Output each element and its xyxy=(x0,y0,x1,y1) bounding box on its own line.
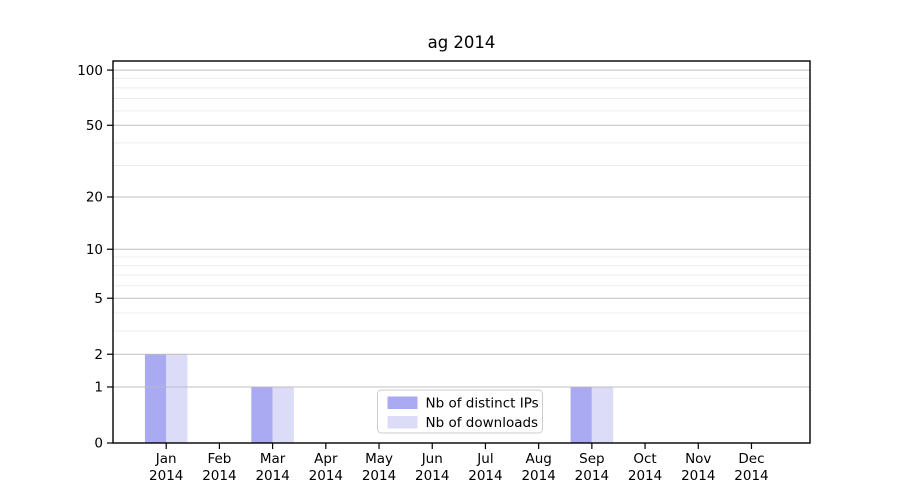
bar-nb-of-downloads xyxy=(591,386,614,443)
legend xyxy=(377,389,543,434)
y-axis-tick-label: 0 xyxy=(94,436,103,452)
bar-nb-of-distinct-ips xyxy=(144,354,167,443)
x-axis-tick-label-year: 2014 xyxy=(628,468,662,484)
x-axis-tick-label-year: 2014 xyxy=(149,468,183,484)
x-axis-tick-label-year: 2014 xyxy=(362,468,396,484)
x-axis-tick-label-year: 2014 xyxy=(309,468,343,484)
plot-border xyxy=(112,60,811,444)
x-axis-tick-label-month: May xyxy=(365,451,393,467)
legend-label: Nb of downloads xyxy=(426,415,539,431)
x-axis-tick-label-month: Nov xyxy=(685,451,711,467)
x-axis-tick-label-year: 2014 xyxy=(575,468,609,484)
x-axis-tick-label-month: Jun xyxy=(421,451,443,467)
x-axis-tick-label-month: Sep xyxy=(579,451,604,467)
legend-swatch xyxy=(387,396,418,409)
legend-label: Nb of distinct IPs xyxy=(426,396,539,412)
x-axis-tick-label-year: 2014 xyxy=(734,468,768,484)
x-axis-tick-label-year: 2014 xyxy=(521,468,555,484)
bar-nb-of-distinct-ips xyxy=(251,386,273,443)
y-axis-tick-label: 100 xyxy=(77,63,103,79)
x-axis-tick-label-month: Jan xyxy=(155,451,177,467)
x-axis-tick-label-month: Dec xyxy=(738,451,764,467)
bar-nb-of-downloads xyxy=(166,354,188,443)
y-axis-tick-label: 2 xyxy=(94,347,103,363)
x-axis-tick-label-year: 2014 xyxy=(415,468,449,484)
x-axis-tick-label-month: Aug xyxy=(525,451,551,467)
x-axis-tick-label-year: 2014 xyxy=(468,468,502,484)
x-axis-tick-label-month: Apr xyxy=(314,451,338,467)
y-axis-tick-label: 5 xyxy=(94,291,103,307)
y-axis-tick-label: 10 xyxy=(86,242,103,258)
x-axis-tick-label-month: Jul xyxy=(476,451,493,467)
y-axis-tick-label: 1 xyxy=(94,380,103,396)
y-axis-tick-label: 50 xyxy=(86,118,103,134)
y-axis-tick-label: 20 xyxy=(86,190,103,206)
x-axis-tick-label-year: 2014 xyxy=(202,468,236,484)
bar-nb-of-downloads xyxy=(272,386,294,443)
x-axis-tick-label-month: Oct xyxy=(633,451,656,467)
x-axis-tick-label-month: Mar xyxy=(260,451,286,467)
x-axis-tick-label-year: 2014 xyxy=(681,468,715,484)
x-axis-tick-label-month: Feb xyxy=(207,451,231,467)
legend-swatch xyxy=(387,416,418,429)
bar-nb-of-distinct-ips xyxy=(570,386,592,443)
chart-title: ag 2014 xyxy=(427,33,496,52)
x-axis-tick-label-year: 2014 xyxy=(255,468,289,484)
